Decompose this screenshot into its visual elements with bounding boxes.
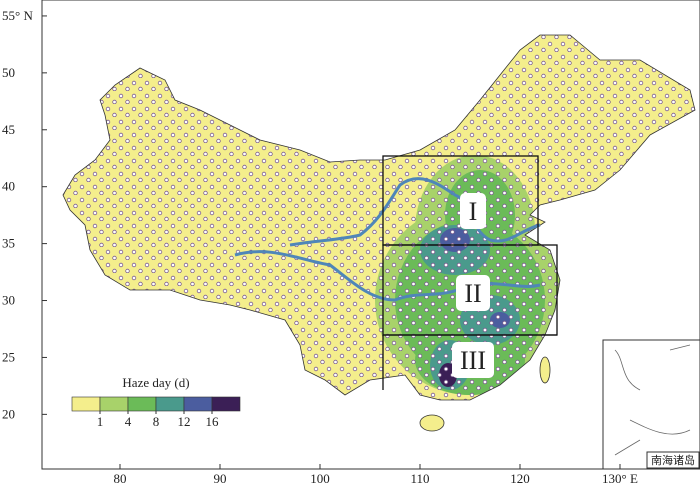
region-label-bg <box>452 342 494 378</box>
region-label: III <box>460 346 486 375</box>
x-tick-label: 100 <box>310 471 330 486</box>
y-tick-label: 55° N <box>2 8 33 23</box>
legend-swatch <box>99 396 129 412</box>
legend-swatch <box>183 396 213 412</box>
region-label: I <box>469 197 478 226</box>
frame <box>41 0 700 470</box>
legend-tick-label: 1 <box>97 414 104 429</box>
legend-swatch <box>71 396 101 412</box>
taiwan <box>539 356 551 384</box>
rivers <box>234 177 541 302</box>
legend: 1 4 8 12 16 <box>71 396 241 429</box>
legend-tick-label: 12 <box>178 414 191 429</box>
y-tick-label: 30 <box>2 293 15 308</box>
region-label: II <box>464 279 481 308</box>
inset: 南海诸岛 <box>602 339 700 470</box>
legend-swatch <box>211 396 241 412</box>
y-tick-label: 20 <box>2 406 15 421</box>
x-tick-label: 110 <box>410 471 429 486</box>
x-tick-label: 130° E <box>602 471 638 486</box>
legend-title: Haze day (d) <box>122 375 189 390</box>
region-boxes <box>382 155 558 390</box>
y-tick-label: 50 <box>2 65 15 80</box>
legend-swatch <box>155 396 185 412</box>
y-tick-label: 45 <box>2 122 15 137</box>
legend-tick-label: 16 <box>206 414 220 429</box>
x-tick-label: 80 <box>114 471 127 486</box>
legend-tick-label: 8 <box>153 414 160 429</box>
legend-tick-label: 4 <box>125 414 132 429</box>
region-label-bg <box>460 193 486 229</box>
y-tick-label: 35 <box>2 236 15 251</box>
y-tick-label: 25 <box>2 349 15 364</box>
hainan <box>419 414 445 432</box>
x-tick-label: 90 <box>214 471 227 486</box>
y-tick-label: 40 <box>2 179 15 194</box>
region-label-bg <box>456 275 490 311</box>
inset-label: 南海诸岛 <box>651 453 695 467</box>
x-tick-label: 120 <box>510 471 530 486</box>
legend-swatch <box>127 396 157 412</box>
